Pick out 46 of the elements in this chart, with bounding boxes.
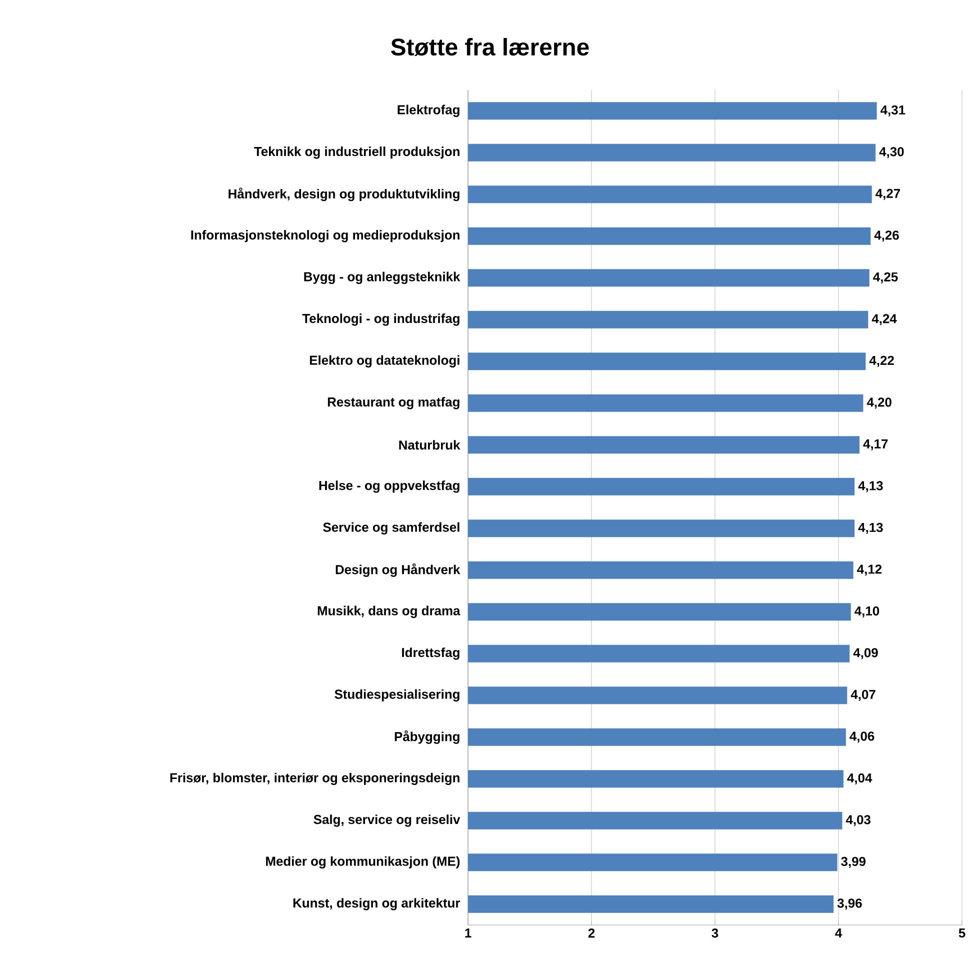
y-tick-label: Teknologi - og industrifag: [302, 314, 460, 326]
y-tick-label: Elektrofag: [398, 104, 460, 117]
y-tick-label: Påbygging: [394, 730, 460, 744]
x-tick-label: 2: [588, 928, 595, 938]
y-tick-label: Studiespesialisering: [334, 689, 460, 702]
y-tick-label: Service og samferdsel: [323, 522, 460, 534]
y-tick-label: Håndverk, design og produktutvikling: [228, 188, 460, 202]
y-tick-label: Teknikk og industriell produksjon: [254, 146, 460, 159]
data-label: 4,31: [880, 105, 906, 116]
y-tick-label: Naturbruk: [399, 440, 460, 450]
y-tick-label: Informasjonsteknologi og medieproduksjon: [191, 230, 460, 242]
data-label: 4,26: [874, 230, 899, 242]
data-label: 4,17: [863, 439, 888, 450]
data-label: 4,25: [873, 272, 898, 284]
y-tick-label: Idrettsfag: [402, 648, 460, 660]
y-tick-label: Salg, service og reiseliv: [314, 814, 460, 827]
data-label: 3,96: [837, 898, 862, 910]
data-label: 4,07: [850, 690, 876, 701]
data-label: 4,22: [869, 356, 894, 367]
x-tick-label: 4: [835, 928, 842, 938]
y-tick-label: Medier og kommunikasjon (ME): [266, 856, 460, 868]
data-label: 4,13: [858, 522, 883, 534]
y-tick-label: Bygg - og anleggsteknikk: [304, 272, 460, 284]
chart-title: Støtte fra lærerne: [391, 38, 589, 56]
data-label: 4,10: [854, 606, 880, 618]
data-label: 4,04: [847, 773, 872, 784]
y-tick-label: Design og Håndverk: [336, 563, 460, 577]
data-label: 4,13: [858, 481, 883, 492]
y-tick-label: Frisør, blomster, interiør og eksponeringsdeign: [170, 772, 460, 785]
data-label: 4,06: [850, 732, 874, 743]
y-tick-label: Musikk, dans og drama: [318, 606, 460, 618]
x-tick-label: 3: [712, 928, 718, 938]
x-tick-label: 5: [958, 928, 966, 938]
data-label: 3,99: [841, 856, 866, 868]
data-label: 4,24: [872, 314, 897, 326]
data-label: 4,12: [857, 564, 882, 576]
data-label: 4,09: [853, 648, 878, 660]
y-tick-label: Helse - og oppvekstfag: [319, 480, 460, 493]
data-label: 4,03: [846, 815, 870, 826]
data-label: 4,20: [866, 398, 892, 409]
y-tick-label: Kunst, design og arkitektur: [293, 898, 460, 910]
y-tick-label: Elektro og datateknologi: [310, 355, 460, 368]
data-label: 4,30: [879, 147, 904, 158]
x-tick-label: 1: [465, 928, 472, 938]
data-label: 4,27: [876, 188, 900, 200]
y-tick-label: Restaurant og matfag: [328, 397, 460, 410]
